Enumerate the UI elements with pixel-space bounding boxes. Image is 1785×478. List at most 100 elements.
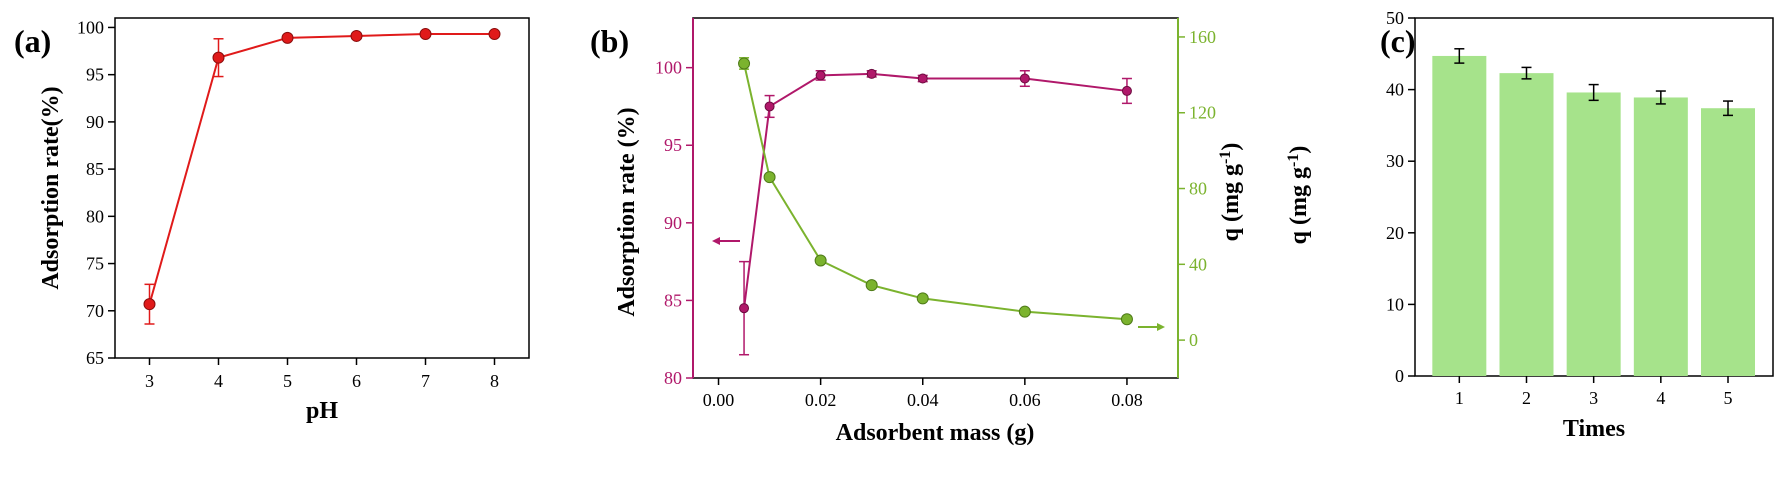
panel-a-x-tick-label: 8 bbox=[490, 371, 499, 391]
panel-b-series bbox=[738, 57, 1133, 356]
panel-b-left-y-axis-title: Adsorption rate (%) bbox=[614, 107, 640, 316]
panel-b-rate-data-point bbox=[764, 101, 775, 112]
panel-b-left-y-tick-label: 100 bbox=[655, 58, 682, 78]
panel-a-plot-frame bbox=[114, 17, 530, 359]
panel-a-y-tick-label: 70 bbox=[86, 301, 104, 321]
panel-b-rate-data-point bbox=[866, 68, 877, 79]
panel-b-x-tick-label: 0.08 bbox=[1111, 390, 1143, 410]
panel-b-x-tick-label: 0.04 bbox=[907, 390, 939, 410]
panel-a-data-point bbox=[350, 29, 363, 42]
panel-b: (b) 80 85 90 95 100 0 40 80 120 160 0.00 0.02 0.04… bbox=[590, 17, 1245, 446]
panel-b-right-y-ticks: 0 40 80 120 160 bbox=[1178, 27, 1216, 350]
panel-b-rate-data-point bbox=[917, 73, 928, 84]
panel-c-y-axis-title-close: ) bbox=[1286, 146, 1312, 154]
panel-c-label: (c) bbox=[1380, 23, 1416, 59]
panel-c-bar bbox=[1499, 73, 1554, 376]
panel-b-x-axis-title: Adsorbent mass (g) bbox=[836, 420, 1035, 446]
panel-a-y-ticks: 65 70 75 80 85 90 95 100 bbox=[77, 17, 115, 368]
panel-b-right-y-tick-label: 0 bbox=[1189, 330, 1198, 350]
panel-b-q-data-point bbox=[1120, 313, 1133, 326]
panel-a-y-tick-label: 90 bbox=[86, 112, 104, 132]
panel-b-q-data-point bbox=[814, 254, 827, 267]
panel-c-bar bbox=[1633, 97, 1688, 376]
panel-b-right-y-tick-label: 40 bbox=[1189, 254, 1207, 274]
panel-c-y-tick-label: 20 bbox=[1386, 223, 1404, 243]
panel-c-y-tick-label: 40 bbox=[1386, 80, 1404, 100]
panel-a-y-tick-label: 65 bbox=[86, 348, 104, 368]
panel-a-data-point bbox=[281, 31, 294, 44]
panel-a-series bbox=[143, 28, 501, 325]
panel-b-right-arrow bbox=[1138, 323, 1165, 331]
panel-b-rate-data-point bbox=[1019, 73, 1030, 84]
panel-a-y-tick-label: 95 bbox=[86, 65, 104, 85]
panel-a-y-tick-label: 75 bbox=[86, 254, 104, 274]
panel-b-rate-data-point bbox=[739, 303, 750, 314]
panel-c-y-tick-label: 30 bbox=[1386, 151, 1404, 171]
panel-b-left-y-tick-label: 95 bbox=[664, 135, 682, 155]
panel-a-x-tick-label: 5 bbox=[283, 371, 292, 391]
panel-b-label: (b) bbox=[590, 23, 629, 59]
panel-b-plot-frame bbox=[692, 17, 1179, 379]
panel-b-right-y-tick-label: 160 bbox=[1189, 27, 1216, 47]
panel-a-data-point bbox=[419, 28, 432, 41]
panel-b-x-tick-label: 0.00 bbox=[703, 390, 735, 410]
panel-b-left-y-tick-label: 90 bbox=[664, 213, 682, 233]
panel-c-y-axis-title-main: q (mg g bbox=[1286, 167, 1312, 244]
panel-a-x-tick-label: 3 bbox=[145, 371, 154, 391]
panel-a: (a) 65 70 75 80 85 90 95 100 3 4 5 6 7 8 Adsorption … bbox=[14, 17, 530, 424]
panel-b-q-line bbox=[743, 63, 1128, 321]
panel-b-x-tick-label: 0.02 bbox=[805, 390, 837, 410]
panel-c-x-ticks: 1 2 3 4 5 bbox=[1455, 376, 1732, 408]
panel-c-y-axis-title-sup: -1 bbox=[1285, 154, 1302, 167]
panel-b-right-y-axis-title-main: q (mg g bbox=[1218, 164, 1244, 241]
panel-c-bar bbox=[1566, 92, 1621, 377]
panel-c-x-tick-label: 4 bbox=[1656, 388, 1665, 408]
panel-c-x-axis-title: Times bbox=[1563, 416, 1625, 442]
panel-c-y-ticks: 0 10 20 30 40 50 bbox=[1386, 8, 1415, 386]
panel-c-y-axis-title: q (mg g-1) bbox=[1285, 146, 1313, 245]
panel-b-right-y-axis-title: q (mg g-1) bbox=[1217, 143, 1245, 242]
panel-a-data-point bbox=[143, 298, 156, 311]
panel-c-y-tick-label: 50 bbox=[1386, 8, 1404, 28]
panel-c-y-tick-label: 10 bbox=[1386, 294, 1404, 314]
panel-b-q-data-point bbox=[763, 171, 776, 184]
panel-c-bar bbox=[1700, 108, 1755, 376]
panel-a-x-axis-title: pH bbox=[306, 398, 338, 424]
panel-c: (c) 0 10 20 30 40 50 1 2 3 4 5 q (mg g-1) Times bbox=[1285, 8, 1774, 442]
panel-b-left-arrow bbox=[712, 237, 740, 245]
panel-a-y-tick-label: 80 bbox=[86, 206, 104, 226]
panel-a-label: (a) bbox=[14, 23, 51, 59]
panel-a-x-tick-label: 4 bbox=[214, 371, 223, 391]
panel-b-rate-line bbox=[743, 72, 1128, 309]
panel-a-y-tick-label: 100 bbox=[77, 17, 104, 37]
panel-a-y-axis-title: Adsorption rate(%) bbox=[38, 86, 64, 289]
panel-b-right-y-axis-title-sup: -1 bbox=[1217, 151, 1234, 164]
panel-b-q-data-point bbox=[865, 279, 878, 292]
panel-c-bars bbox=[1432, 48, 1755, 377]
panel-a-data-point bbox=[488, 28, 501, 41]
panel-c-x-tick-label: 3 bbox=[1589, 388, 1598, 408]
panel-b-right-y-axis-title-close: ) bbox=[1218, 143, 1244, 151]
panel-c-y-tick-label: 0 bbox=[1395, 366, 1404, 386]
panel-b-left-y-ticks: 80 85 90 95 100 bbox=[655, 58, 693, 388]
panel-b-q-data-point bbox=[738, 57, 751, 70]
panel-a-data-point bbox=[212, 51, 225, 64]
panel-a-x-ticks: 3 4 5 6 7 8 bbox=[145, 358, 499, 391]
panel-b-q-data-point bbox=[916, 292, 929, 305]
panel-c-bar bbox=[1432, 55, 1487, 376]
panel-a-x-tick-label: 7 bbox=[421, 371, 430, 391]
panel-b-left-y-tick-label: 80 bbox=[664, 368, 682, 388]
panel-b-x-tick-label: 0.06 bbox=[1009, 390, 1041, 410]
panel-b-left-y-tick-label: 85 bbox=[664, 290, 682, 310]
panel-c-x-tick-label: 5 bbox=[1723, 388, 1732, 408]
panel-b-x-ticks: 0.00 0.02 0.04 0.06 0.08 bbox=[703, 378, 1143, 410]
panel-c-x-tick-label: 2 bbox=[1522, 388, 1531, 408]
panel-b-rate-data-point bbox=[1121, 85, 1132, 96]
panel-c-x-tick-label: 1 bbox=[1455, 388, 1464, 408]
panel-a-y-tick-label: 85 bbox=[86, 159, 104, 179]
panel-b-right-y-tick-label: 80 bbox=[1189, 179, 1207, 199]
panel-a-series-line bbox=[148, 33, 495, 305]
panel-b-right-y-tick-label: 120 bbox=[1189, 103, 1216, 123]
panel-b-rate-data-point bbox=[815, 70, 826, 81]
